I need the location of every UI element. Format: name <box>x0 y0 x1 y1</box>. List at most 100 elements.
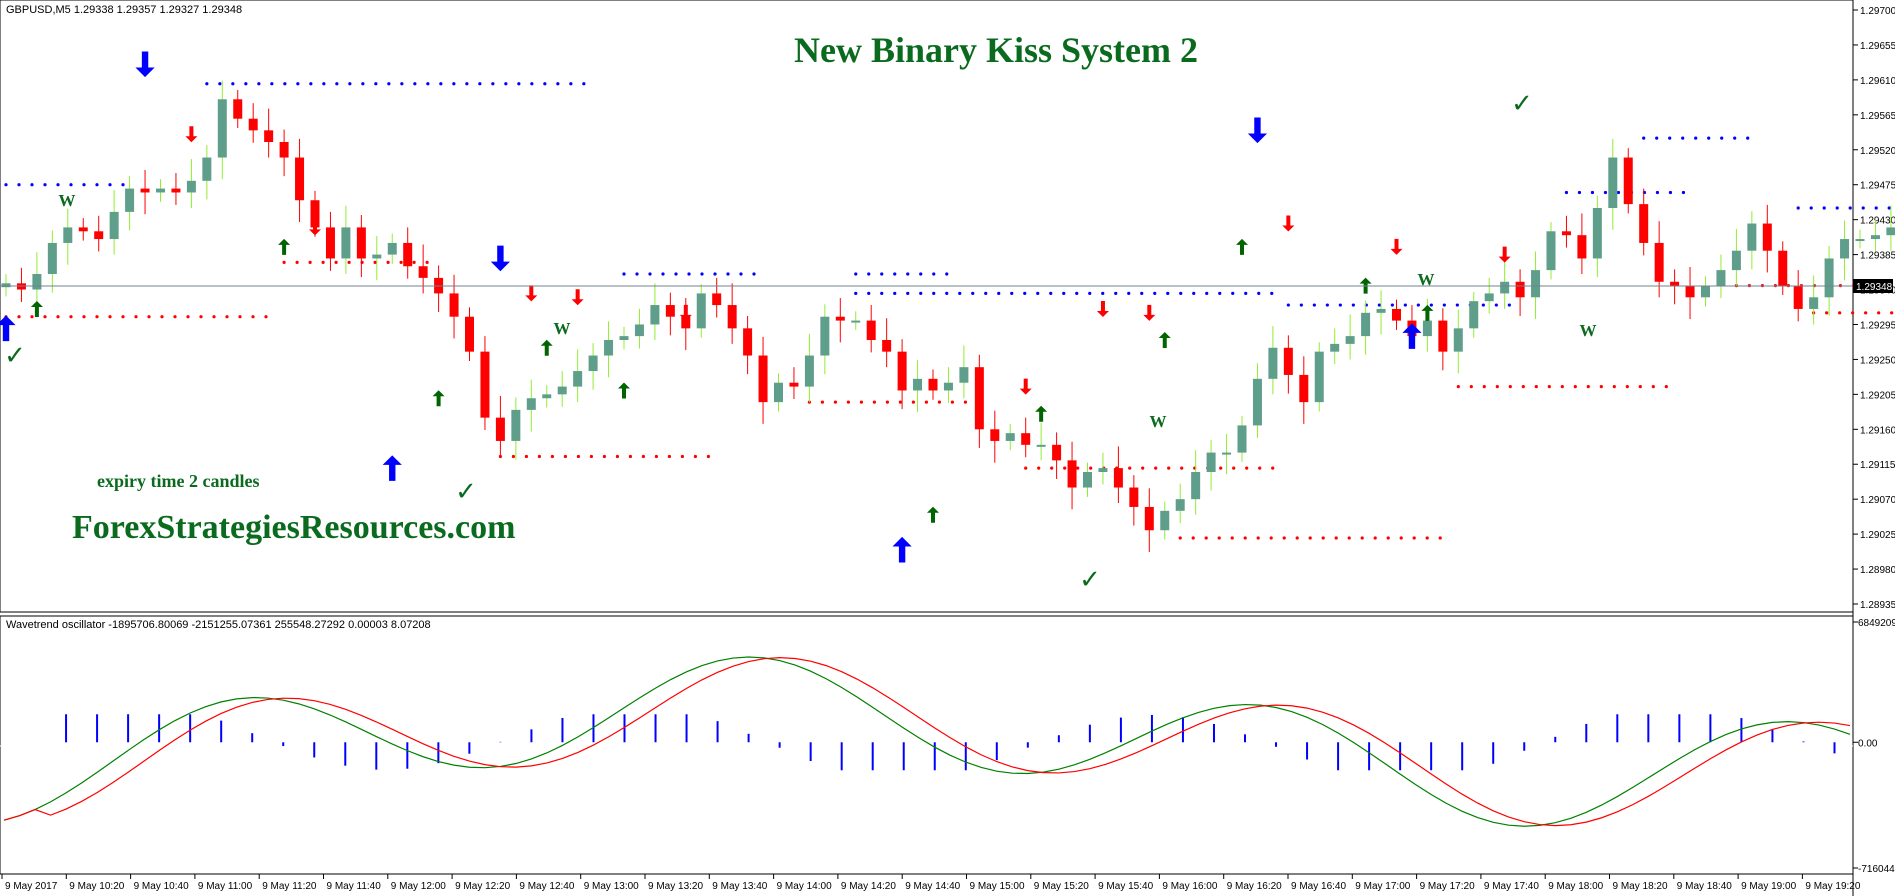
resistance-dot <box>945 291 949 296</box>
w-signal-label: W <box>554 319 571 338</box>
resistance-dot <box>452 82 456 86</box>
resistance-dot <box>322 82 326 86</box>
support-dot <box>1258 466 1262 470</box>
resistance-dot <box>1088 291 1092 296</box>
resistance-dot <box>108 183 112 187</box>
resistance-dot <box>1668 136 1672 140</box>
support-dot <box>160 315 164 319</box>
candle-body <box>1484 293 1494 302</box>
support-dot <box>1024 466 1028 470</box>
time-tick-label: 9 May 13:40 <box>712 881 767 892</box>
support-dot <box>1347 536 1351 540</box>
resistance-dot <box>69 183 73 187</box>
support-dot <box>1625 384 1629 389</box>
support-dot <box>667 454 672 459</box>
resistance-dot <box>1577 190 1582 195</box>
oscillator-histogram <box>65 714 1836 771</box>
resistance-dot <box>1455 303 1459 307</box>
support-dot <box>69 315 73 319</box>
resistance-dot <box>674 272 678 276</box>
resistance-dot <box>945 272 949 276</box>
signal-labels: W W W W W ✓ ✓ ✓ ✓ <box>4 89 1596 595</box>
time-tick-label: 9 May 17:20 <box>1420 881 1475 892</box>
candle-body <box>125 188 135 212</box>
candle-body <box>712 293 722 306</box>
candle-body <box>94 231 104 240</box>
support-dot <box>1128 466 1132 470</box>
resistance-dot <box>932 291 936 296</box>
resistance-dot <box>335 82 339 86</box>
resistance-dot <box>997 291 1001 296</box>
candle-body <box>897 351 907 391</box>
candle-body <box>820 316 830 356</box>
support-dot <box>680 454 685 459</box>
time-tick-label: 9 May 2017 <box>5 881 58 892</box>
support-dot <box>108 315 112 319</box>
website-watermark: ForexStrategiesResources.com <box>72 509 515 546</box>
time-tick-label: 9 May 12:40 <box>519 881 574 892</box>
candle-body <box>1685 285 1695 298</box>
time-tick-label: 9 May 14:00 <box>777 881 832 892</box>
candle-body <box>171 188 181 193</box>
resistance-dot <box>1796 206 1800 210</box>
support-dot <box>1321 536 1325 540</box>
small-up-arrow-icon <box>1421 304 1434 321</box>
support-dot <box>963 400 968 404</box>
resistance-dot <box>582 82 586 86</box>
symbol-header: GBPUSD,M5 1.29338 1.29357 1.29327 1.2934… <box>6 4 242 16</box>
candle-body <box>511 409 521 441</box>
candle-body <box>990 429 1000 441</box>
small-down-arrow-icon <box>1498 246 1511 263</box>
support-dot <box>1664 384 1668 389</box>
candle-body <box>1222 452 1232 455</box>
candle-body <box>63 227 73 243</box>
support-dot <box>654 454 659 459</box>
resistance-dot <box>1668 190 1673 195</box>
resistance-dot <box>413 82 417 86</box>
support-dot <box>537 454 542 459</box>
support-dot <box>308 260 312 264</box>
candle-body <box>1747 223 1757 251</box>
support-dot <box>251 315 255 319</box>
support-dot <box>1573 384 1577 389</box>
resistance-dot <box>374 82 378 86</box>
support-dot <box>225 315 229 319</box>
resistance-dot <box>1874 206 1878 210</box>
w-signal-label: W <box>59 191 76 210</box>
resistance-dot <box>919 291 923 296</box>
candle-body <box>109 211 119 240</box>
support-dot <box>1482 384 1486 389</box>
support-dot <box>1232 466 1236 470</box>
support-dot <box>550 454 555 459</box>
support-dot <box>1191 536 1195 540</box>
candle-body <box>295 157 305 201</box>
resistance-dot <box>854 291 858 296</box>
check-signal-icon: ✓ <box>1079 565 1101 595</box>
candle-body <box>1623 157 1633 205</box>
time-tick-label: 9 May 18:00 <box>1548 881 1603 892</box>
support-dot <box>121 315 125 319</box>
resistance-dot <box>880 272 884 276</box>
support-dot <box>833 400 838 404</box>
candle-body <box>1299 374 1309 403</box>
time-tick-label: 9 May 16:20 <box>1227 881 1282 892</box>
candle-body <box>403 242 413 267</box>
resistance-dot <box>1733 136 1737 140</box>
support-dot <box>1425 536 1429 540</box>
candle-body <box>774 382 783 403</box>
small-down-arrow-icon <box>309 219 321 236</box>
support-dot <box>1495 384 1499 389</box>
resistance-dot <box>867 272 871 276</box>
candle-body <box>1870 235 1880 240</box>
support-dot <box>295 260 299 264</box>
candle-body <box>325 227 335 259</box>
small-up-arrow-icon <box>540 339 553 356</box>
resistance-dot <box>906 272 910 276</box>
candle-body <box>665 305 675 317</box>
price-tick-label: 1.29250 <box>1860 355 1895 366</box>
candle-body <box>1840 239 1850 259</box>
resistance-dot <box>1140 291 1144 296</box>
oscillator-tick-label: -7160440 <box>1858 864 1895 875</box>
resistance-dot <box>1299 303 1303 307</box>
resistance-dot <box>1192 291 1196 296</box>
